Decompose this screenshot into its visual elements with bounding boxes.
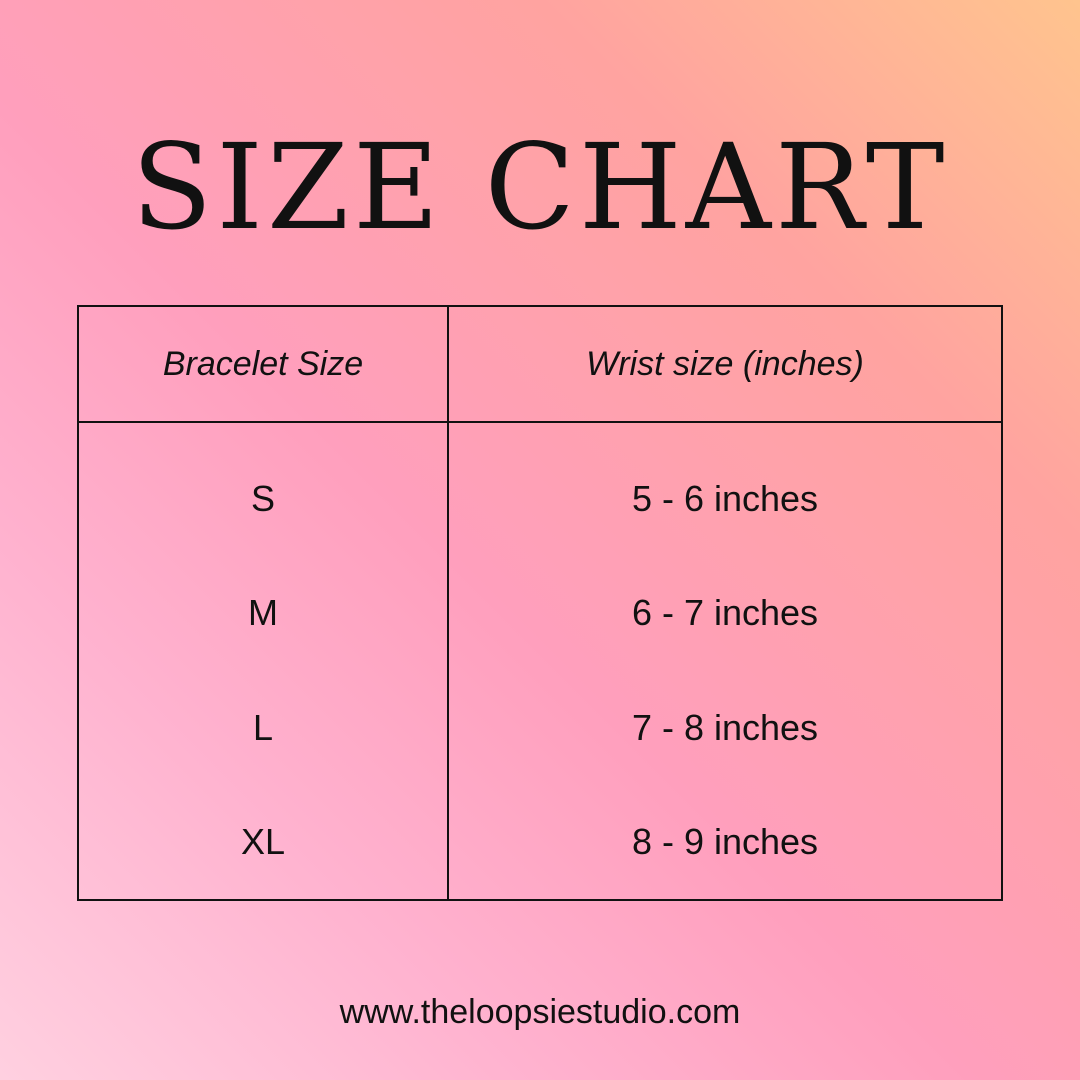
table-row: S 5 - 6 inches [78,422,1002,557]
size-cell: L [78,670,449,785]
table-row: XL 8 - 9 inches [78,784,1002,900]
wrist-cell: 8 - 9 inches [631,820,819,862]
size-cell: M [78,556,449,671]
size-cell: XL [78,784,449,900]
size-cell: S [78,422,449,557]
table-row: L 7 - 8 inches [78,670,1002,785]
website-url: www.theloopsiestudio.com [339,993,741,1031]
wrist-cell: 6 - 7 inches [631,592,819,634]
header-wrist-size: Wrist size (inches) [448,306,1002,423]
table-row: M 6 - 7 inches [78,556,1002,671]
size-table: Bracelet Size Wrist size (inches) S 5 - 6… [77,305,1003,901]
wrist-cell: 7 - 8 inches [631,706,819,748]
page-title: SIZE CHART [131,118,949,256]
wrist-cell: 5 - 6 inches [631,478,819,520]
header-bracelet-size: Bracelet Size [78,306,449,423]
table-header-row: Bracelet Size Wrist size (inches) [78,306,1002,423]
